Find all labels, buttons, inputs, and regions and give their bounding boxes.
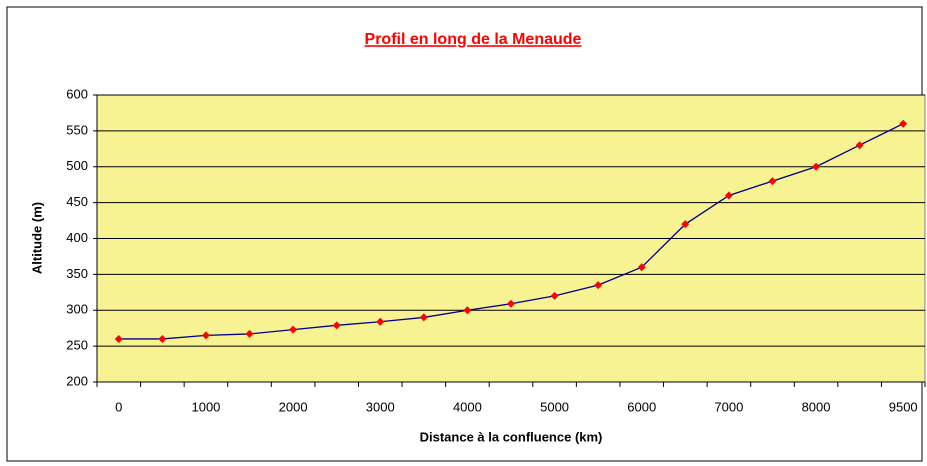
point-marker [855,141,864,150]
x-tick-label: 8000 [802,399,831,414]
point-marker [724,191,733,200]
y-tick-label: 450 [66,194,88,209]
x-tick-label: 1000 [191,399,220,414]
y-tick-label: 200 [66,373,88,388]
x-tick-label: 2000 [279,399,308,414]
point-marker [899,119,908,128]
point-marker [114,334,123,343]
point-marker [681,220,690,229]
chart-title: Profil en long de la Menaude [365,31,582,48]
y-tick-label: 400 [66,230,88,245]
point-marker [812,162,821,171]
point-marker [289,325,298,334]
x-tick-label: 4000 [453,399,482,414]
x-tick-label: 6000 [627,399,656,414]
point-marker [201,331,210,340]
y-tick-label: 250 [66,338,88,353]
point-marker [245,329,254,338]
x-tick-label: 7000 [714,399,743,414]
point-marker [463,306,472,315]
x-tick-label: 5000 [540,399,569,414]
point-marker [376,317,385,326]
point-marker [507,299,515,308]
y-axis-label: Altitude (m) [29,202,44,274]
point-marker [158,334,167,343]
point-marker [768,177,777,186]
y-tick-label: 600 [66,86,88,101]
x-tick-label: 3000 [366,399,395,414]
point-marker [419,313,428,322]
x-tick-label: 9500 [889,399,918,414]
point-marker [550,291,559,300]
x-tick-label: 0 [115,399,122,414]
y-tick-label: 500 [66,158,88,173]
point-marker [594,281,603,290]
point-marker [637,263,646,272]
y-tick-label: 350 [66,266,88,281]
y-tick-label: 550 [66,122,88,137]
y-tick-label: 300 [66,302,88,317]
point-marker [332,321,341,330]
x-axis-label: Distance à la confluence (km) [420,429,603,444]
